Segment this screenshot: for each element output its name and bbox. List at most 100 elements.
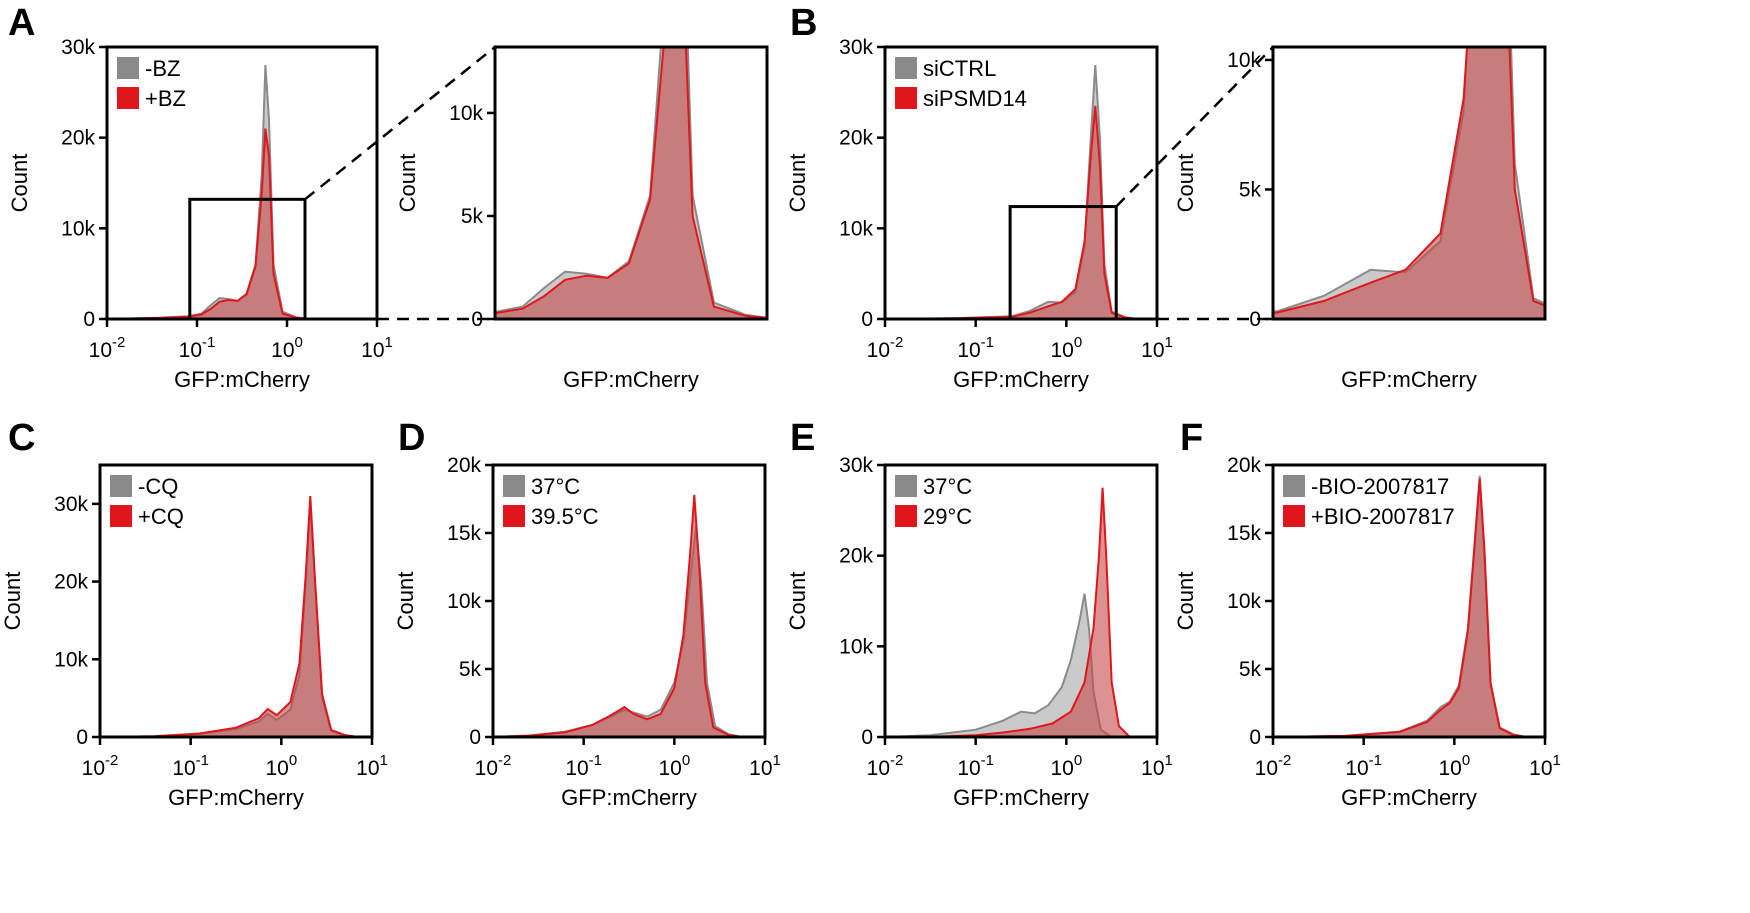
y-axis-title: Count [1173, 154, 1198, 213]
legend-label: siCTRL [923, 56, 996, 81]
x-tick-label: 100 [1050, 752, 1082, 780]
legend-swatch [503, 505, 525, 527]
y-tick-label: 0 [861, 308, 873, 331]
legend-label: +BZ [145, 86, 186, 111]
x-tick-label: 100 [1438, 752, 1470, 780]
x-tick-label: 100 [1050, 334, 1082, 362]
y-tick-label: 10k [1227, 590, 1261, 613]
y-tick-label: 20k [447, 454, 481, 477]
y-tick-label: 10k [839, 217, 873, 240]
x-tick-label: 10-2 [82, 752, 119, 780]
y-tick-label: 0 [471, 308, 483, 331]
legend-label: siPSMD14 [923, 86, 1027, 111]
y-tick-label: 20k [839, 545, 873, 568]
y-tick-label: 10k [1227, 49, 1261, 72]
plot-area [495, 47, 767, 319]
y-tick-label: 0 [861, 726, 873, 749]
x-axis-title: GFP:mCherry [953, 785, 1089, 810]
x-tick-label: 10-2 [1255, 752, 1292, 780]
legend-swatch [503, 475, 525, 497]
plot-area [1273, 47, 1545, 319]
panel-b: 0 10k 20k 30k 10-2 10-1 100 101 GFP:mCherry Count… [785, 2, 1274, 392]
series-39-5-c [493, 494, 743, 737]
zoom-connector-top [304, 46, 496, 201]
axes-frame [883, 463, 1159, 739]
y-tick-label: 0 [1249, 308, 1261, 331]
x-tick-label: 10-1 [957, 752, 994, 780]
series--bz [107, 128, 310, 319]
y-tick-label: 0 [83, 308, 95, 331]
x-tick-label: 101 [1141, 334, 1173, 362]
legend-swatch [1283, 475, 1305, 497]
y-axis-title: Count [785, 572, 810, 631]
x-tick-label: 10-1 [1345, 752, 1382, 780]
panel-letter: A [8, 2, 35, 44]
legend-swatch [117, 87, 139, 109]
panel-letter: F [1180, 417, 1203, 459]
panel-a-zoom: 0 5k 10k GFP:mCherry Count [395, 45, 769, 392]
legend-label: 37°C [531, 474, 580, 499]
plot-area [493, 494, 743, 737]
series--cq [100, 496, 359, 737]
y-tick-label: 30k [839, 36, 873, 59]
legend-label: -BZ [145, 56, 180, 81]
y-axis-title: Count [1173, 572, 1198, 631]
x-axis-title: GFP:mCherry [1341, 785, 1477, 810]
panel-b-zoom: 0 5k 10k GFP:mCherry Count [1173, 45, 1547, 392]
x-tick-label: 10-2 [89, 334, 126, 362]
y-tick-label: 10k [61, 217, 95, 240]
panel-letter: E [790, 417, 815, 459]
x-tick-label: 10-2 [867, 752, 904, 780]
panel-letter: C [8, 417, 35, 459]
legend-label: +CQ [138, 504, 184, 529]
series--bz [495, 47, 767, 319]
panel-f: 0 5k 10k 15k 20k 10-2 10-1 100 101 GFP:mCherry Cou… [1173, 417, 1561, 810]
y-axis-title: Count [7, 154, 32, 213]
legend-label: 37°C [923, 474, 972, 499]
y-tick-label: 20k [1227, 454, 1261, 477]
legend-label: -CQ [138, 474, 178, 499]
legend-swatch [117, 57, 139, 79]
x-axis-title: GFP:mCherry [953, 367, 1089, 392]
y-tick-label: 10k [447, 590, 481, 613]
y-tick-label: 5k [1239, 178, 1262, 201]
legend-label: 29°C [923, 504, 972, 529]
legend-swatch [895, 475, 917, 497]
x-axis-title: GFP:mCherry [174, 367, 310, 392]
plot-area [100, 496, 359, 737]
x-tick-label: 101 [361, 334, 393, 362]
y-tick-label: 5k [461, 205, 484, 228]
x-tick-label: 10-2 [475, 752, 512, 780]
x-axis-title: GFP:mCherry [563, 367, 699, 392]
y-axis-title: Count [785, 154, 810, 213]
x-tick-label: 101 [749, 752, 781, 780]
y-tick-label: 0 [76, 726, 88, 749]
axes-frame [1271, 45, 1547, 321]
legend-swatch [895, 87, 917, 109]
x-tick-label: 100 [271, 334, 303, 362]
x-tick-label: 101 [1529, 752, 1561, 780]
plot-area [885, 487, 1132, 737]
y-tick-label: 0 [469, 726, 481, 749]
legend-label: -BIO-2007817 [1311, 474, 1449, 499]
x-tick-label: 100 [265, 752, 297, 780]
legend-swatch [1283, 505, 1305, 527]
plot-area [107, 65, 310, 319]
panel-e: 0 10k 20k 30k 10-2 10-1 100 101 GFP:mCherry Count… [785, 417, 1173, 810]
y-tick-label: 30k [839, 454, 873, 477]
x-tick-label: 10-1 [179, 334, 216, 362]
x-axis-title: GFP:mCherry [1341, 367, 1477, 392]
x-tick-label: 101 [1141, 752, 1173, 780]
series-29-c [885, 487, 1132, 737]
y-tick-label: 15k [447, 522, 481, 545]
y-axis-title: Count [0, 572, 25, 631]
x-tick-label: 10-1 [172, 752, 209, 780]
x-tick-label: 100 [658, 752, 690, 780]
panel-a: 0 10k 20k 30k 10-2 10-1 100 101 GFP:mCherry Count… [7, 2, 496, 392]
x-axis-title: GFP:mCherry [561, 785, 697, 810]
y-tick-label: 20k [61, 127, 95, 150]
x-tick-label: 10-2 [867, 334, 904, 362]
x-tick-label: 10-1 [957, 334, 994, 362]
legend-swatch [110, 505, 132, 527]
